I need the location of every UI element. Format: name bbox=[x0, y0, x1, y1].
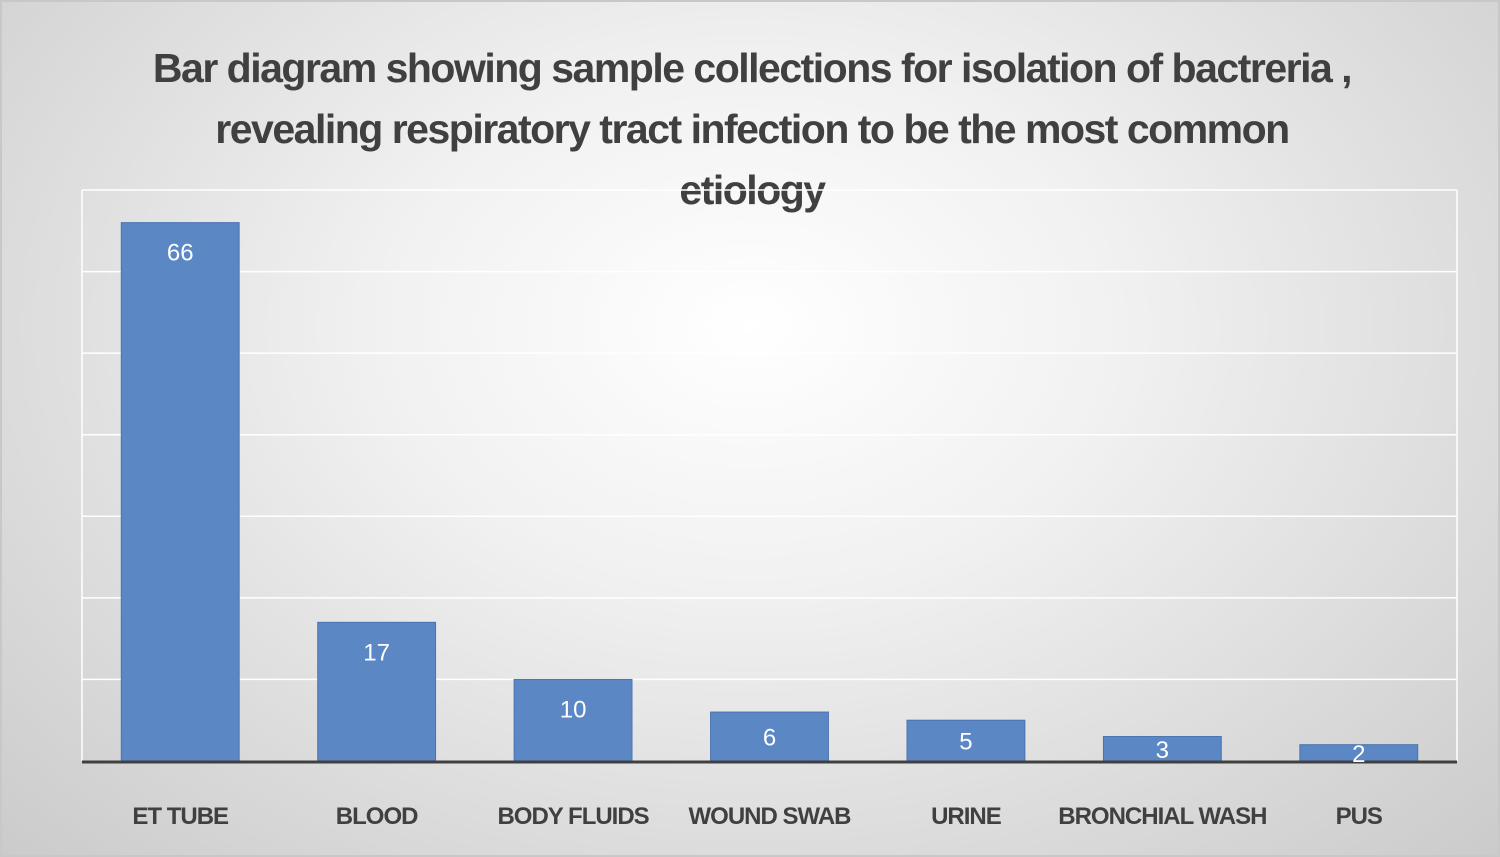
category-labels: ET TUBE BLOOD BODY FLUIDS WOUND SWAB URINE BR… bbox=[132, 803, 1384, 830]
bar bbox=[317, 621, 437, 762]
bar bbox=[1102, 736, 1222, 762]
bar bbox=[906, 719, 1026, 762]
data-label: 5 bbox=[959, 729, 972, 756]
data-labels: 66 17 10 6 5 3 2 bbox=[167, 240, 1366, 768]
category-label: URINE bbox=[931, 803, 1002, 830]
data-label: 17 bbox=[363, 639, 390, 666]
category-label: PUS bbox=[1336, 803, 1383, 830]
data-label: 3 bbox=[1156, 737, 1169, 764]
data-label: 10 bbox=[560, 696, 587, 723]
bar bbox=[710, 711, 829, 762]
bars bbox=[120, 222, 1419, 762]
data-label: 6 bbox=[763, 725, 776, 752]
category-label: WOUND SWAB bbox=[689, 803, 852, 830]
bar bbox=[120, 222, 240, 762]
bar bbox=[513, 678, 633, 762]
data-label: 66 bbox=[167, 240, 194, 267]
category-label: BODY FLUIDS bbox=[497, 803, 649, 830]
chart-title: Bar diagram showing sample collections f… bbox=[152, 45, 1353, 213]
data-label: 2 bbox=[1352, 741, 1365, 768]
category-label: ET TUBE bbox=[132, 803, 229, 830]
category-label: BLOOD bbox=[336, 803, 418, 830]
category-label: BRONCHIAL WASH bbox=[1058, 803, 1266, 830]
gridlines bbox=[81, 189, 1458, 761]
